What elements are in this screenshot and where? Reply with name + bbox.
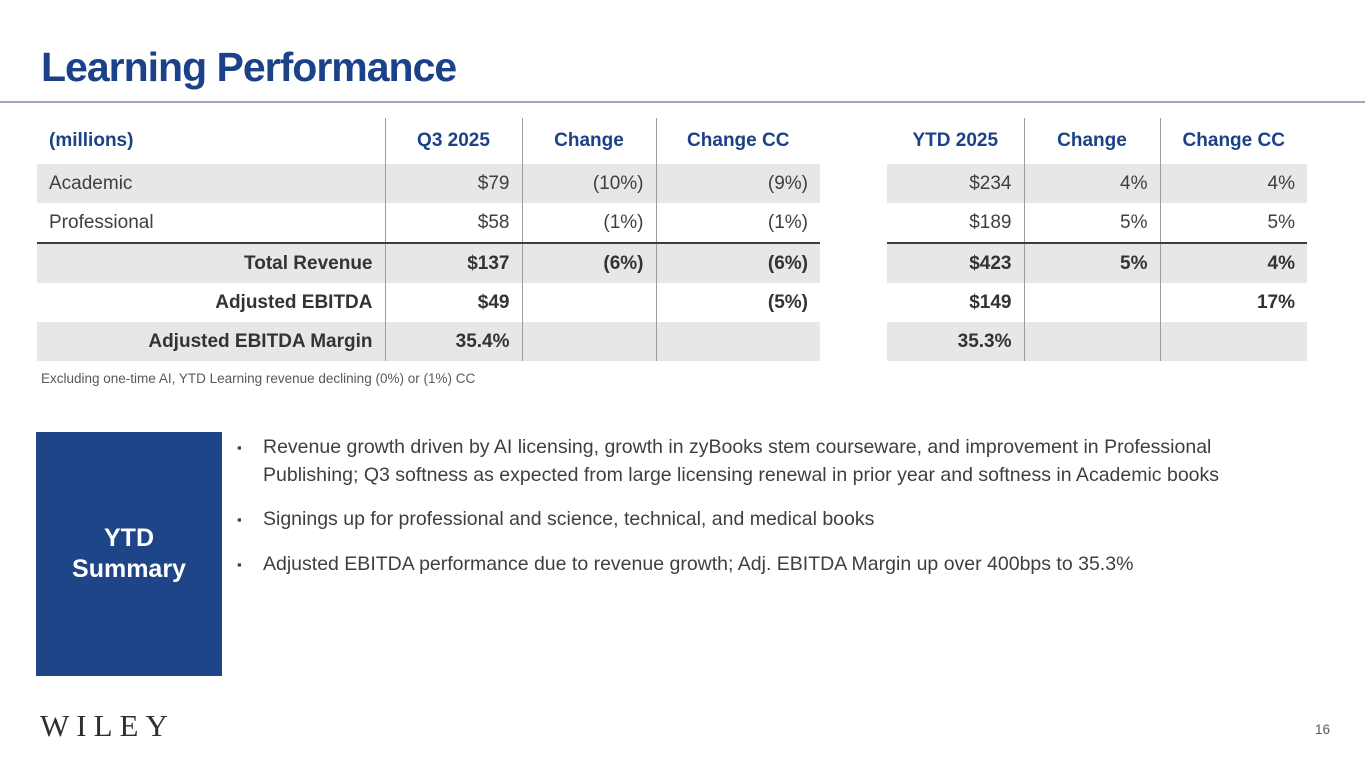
- value-cell: $58: [384, 203, 522, 243]
- value-cell: $137: [384, 242, 522, 283]
- square-bullet-icon: ▪: [237, 440, 242, 455]
- table-row-academic-ytd: $234 4% 4%: [887, 164, 1307, 203]
- table-row-adjusted-ebitda-ytd: $149 17%: [887, 283, 1307, 322]
- change-cell: 4%: [1023, 164, 1160, 203]
- change-cell: [1023, 322, 1160, 361]
- wiley-logo: WILEY: [40, 708, 175, 743]
- change-cell: [521, 322, 656, 361]
- change-cell: [1023, 283, 1160, 322]
- value-cell: $49: [384, 283, 522, 322]
- value-cell: $189: [969, 211, 1012, 233]
- value-cell: $79: [384, 164, 522, 203]
- header-change-cc: Change CC: [655, 118, 820, 164]
- change-cc-cell: [655, 322, 820, 361]
- change-cc-cell: (6%): [655, 242, 820, 283]
- change-cell: 5%: [1023, 203, 1160, 243]
- change-cell: [521, 283, 656, 322]
- change-cc-cell: (9%): [655, 164, 820, 203]
- ytd-financial-table: YTD 2025 Change Change CC $234 4% 4% $18…: [887, 118, 1307, 361]
- change-cc-cell: 4%: [1159, 164, 1307, 203]
- header-change: Change: [1023, 118, 1160, 164]
- list-item: ▪ Signings up for professional and scien…: [237, 506, 1312, 534]
- table-row-professional-ytd: $189 5% 5%: [887, 203, 1307, 243]
- table-row-total-revenue: Total Revenue $137 (6%) (6%): [37, 242, 820, 283]
- header-millions: (millions): [49, 130, 134, 151]
- change-cc-cell: (1%): [655, 203, 820, 243]
- change-cell: (6%): [521, 242, 656, 283]
- row-label-cell: Adjusted EBITDA: [215, 291, 373, 313]
- table-row-academic: Academic $79 (10%) (9%): [37, 164, 820, 203]
- change-cc-cell: 5%: [1159, 203, 1307, 243]
- bullet-text: Signings up for professional and science…: [263, 508, 875, 530]
- header-change-cc: Change CC: [1159, 118, 1307, 164]
- table-row-adjusted-ebitda: Adjusted EBITDA $49 (5%): [37, 283, 820, 322]
- header-change: Change: [521, 118, 656, 164]
- table-row-adjusted-ebitda-margin: Adjusted EBITDA Margin 35.4%: [37, 322, 820, 361]
- list-item: ▪ Revenue growth driven by AI licensing,…: [237, 434, 1312, 489]
- page-number: 16: [1314, 722, 1330, 737]
- summary-bullet-list: ▪ Revenue growth driven by AI licensing,…: [237, 434, 1312, 595]
- ytd-summary-box: YTD Summary: [36, 432, 222, 676]
- value-cell: $423: [887, 242, 1024, 283]
- row-label-cell: Adjusted EBITDA Margin: [148, 330, 373, 352]
- table-header-row: (millions) Q3 2025 Change Change CC: [37, 118, 820, 164]
- change-cell: 5%: [1023, 242, 1160, 283]
- change-cc-cell: 4%: [1159, 242, 1307, 283]
- table-row-professional: Professional $58 (1%) (1%): [37, 203, 820, 243]
- bullet-text: Revenue growth driven by AI licensing, g…: [263, 436, 1220, 486]
- change-cc-cell: (5%): [655, 283, 820, 322]
- value-cell: 35.3%: [957, 330, 1012, 352]
- list-item: ▪ Adjusted EBITDA performance due to rev…: [237, 551, 1312, 579]
- change-cell: (10%): [521, 164, 656, 203]
- change-cc-cell: 17%: [1159, 283, 1307, 322]
- footnote: Excluding one-time AI, YTD Learning reve…: [41, 371, 476, 386]
- square-bullet-icon: ▪: [237, 556, 242, 572]
- q3-financial-table: (millions) Q3 2025 Change Change CC Acad…: [37, 118, 820, 361]
- header-q3-2025: Q3 2025: [384, 118, 522, 164]
- table-header-row: YTD 2025 Change Change CC: [887, 118, 1307, 164]
- bullet-text: Adjusted EBITDA performance due to reven…: [263, 552, 1134, 575]
- value-cell: $149: [969, 291, 1012, 313]
- ytd-summary-label: YTD Summary: [72, 524, 186, 583]
- title-divider: [0, 101, 1365, 103]
- change-cc-cell: [1159, 322, 1307, 361]
- table-row-adjusted-ebitda-margin-ytd: 35.3%: [887, 322, 1307, 361]
- table-row-total-revenue-ytd: $423 5% 4%: [887, 242, 1307, 283]
- row-label-cell: Academic: [49, 172, 133, 194]
- change-cell: (1%): [521, 203, 656, 243]
- row-label-cell: Total Revenue: [37, 242, 385, 283]
- value-cell: $234: [969, 172, 1012, 194]
- page-title: Learning Performance: [41, 44, 457, 90]
- header-ytd-2025: YTD 2025: [912, 130, 999, 151]
- square-bullet-icon: ▪: [237, 512, 242, 527]
- value-cell: 35.4%: [384, 322, 522, 361]
- row-label-cell: Professional: [49, 211, 154, 233]
